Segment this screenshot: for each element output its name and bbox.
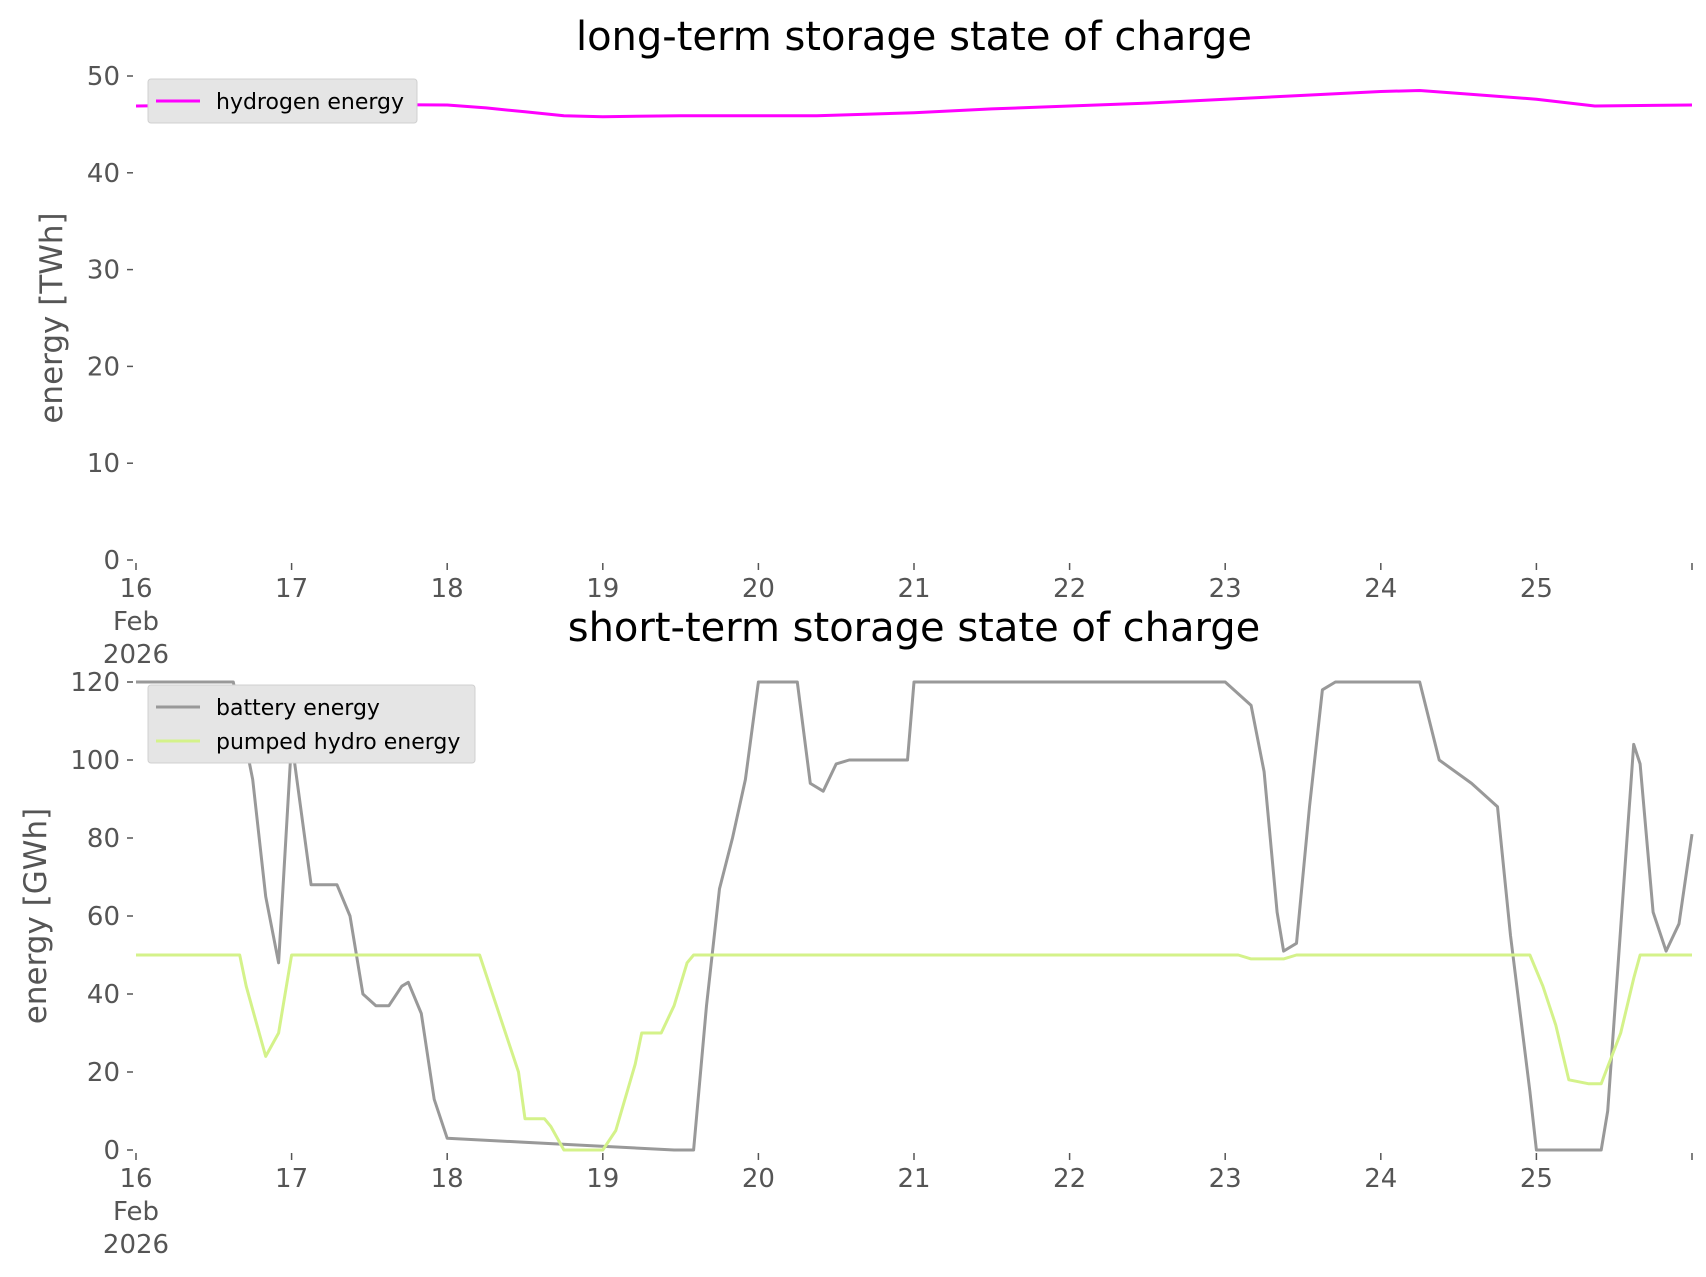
x-tick-label: 21 bbox=[897, 574, 930, 604]
x-tick-label: 20 bbox=[742, 1164, 775, 1194]
y-axis-label: energy [GWh] bbox=[18, 808, 54, 1024]
y-tick-label: 80 bbox=[87, 824, 120, 854]
x-tick-label: 16 Feb 2026 bbox=[103, 574, 169, 670]
y-tick-label: 20 bbox=[87, 352, 120, 382]
x-tick-label: 18 bbox=[431, 574, 464, 604]
legend-label: battery energy bbox=[216, 696, 380, 721]
x-tick-label: 17 bbox=[275, 1164, 308, 1194]
x-tick-label: 17 bbox=[275, 574, 308, 604]
y-tick-label: 60 bbox=[87, 902, 120, 932]
legend: hydrogen energy bbox=[147, 78, 418, 124]
x-tick-label: 25 bbox=[1520, 574, 1553, 604]
chart-panel-0: long-term storage state of charge energy … bbox=[34, 14, 1693, 670]
x-tick-label: 24 bbox=[1364, 574, 1397, 604]
y-tick-label: 100 bbox=[70, 746, 120, 776]
y-tick-label: 30 bbox=[87, 256, 120, 286]
legend-label: hydrogen energy bbox=[216, 90, 404, 115]
series-line-0 bbox=[136, 680, 1694, 1152]
chart-title: long-term storage state of charge bbox=[576, 14, 1252, 60]
y-tick-label: 20 bbox=[87, 1058, 120, 1088]
y-tick-label: 50 bbox=[87, 62, 120, 92]
series-line-0 bbox=[135, 89, 1693, 119]
y-tick-label: 40 bbox=[87, 159, 120, 189]
x-tick-label: 23 bbox=[1209, 1164, 1242, 1194]
x-tick-label: 21 bbox=[897, 1164, 930, 1194]
y-axis-label: energy [TWh] bbox=[34, 212, 70, 423]
x-tick-label: 18 bbox=[431, 1164, 464, 1194]
chart-title: short-term storage state of charge bbox=[568, 605, 1261, 651]
legend: battery energy pumped hydro energy bbox=[147, 684, 476, 764]
x-tick-label: 16 Feb 2026 bbox=[103, 1164, 169, 1260]
x-tick-label: 19 bbox=[586, 574, 619, 604]
x-tick-label: 22 bbox=[1053, 574, 1086, 604]
x-tick-label: 20 bbox=[742, 574, 775, 604]
y-tick-label: 40 bbox=[87, 980, 120, 1010]
y-tick-label: 10 bbox=[87, 449, 120, 479]
x-tick-label: 25 bbox=[1520, 1164, 1553, 1194]
chart-panel-1: short-term storage state of charge energy… bbox=[18, 605, 1694, 1260]
x-tick-label: 24 bbox=[1364, 1164, 1397, 1194]
y-tick-label: 0 bbox=[103, 1136, 120, 1166]
x-tick-label: 23 bbox=[1209, 574, 1242, 604]
x-tick-label: 22 bbox=[1053, 1164, 1086, 1194]
y-tick-label: 0 bbox=[103, 546, 120, 576]
x-tick-label: 19 bbox=[586, 1164, 619, 1194]
y-tick-label: 120 bbox=[70, 668, 120, 698]
legend-label: pumped hydro energy bbox=[216, 730, 460, 755]
series-line-1 bbox=[136, 953, 1692, 1152]
